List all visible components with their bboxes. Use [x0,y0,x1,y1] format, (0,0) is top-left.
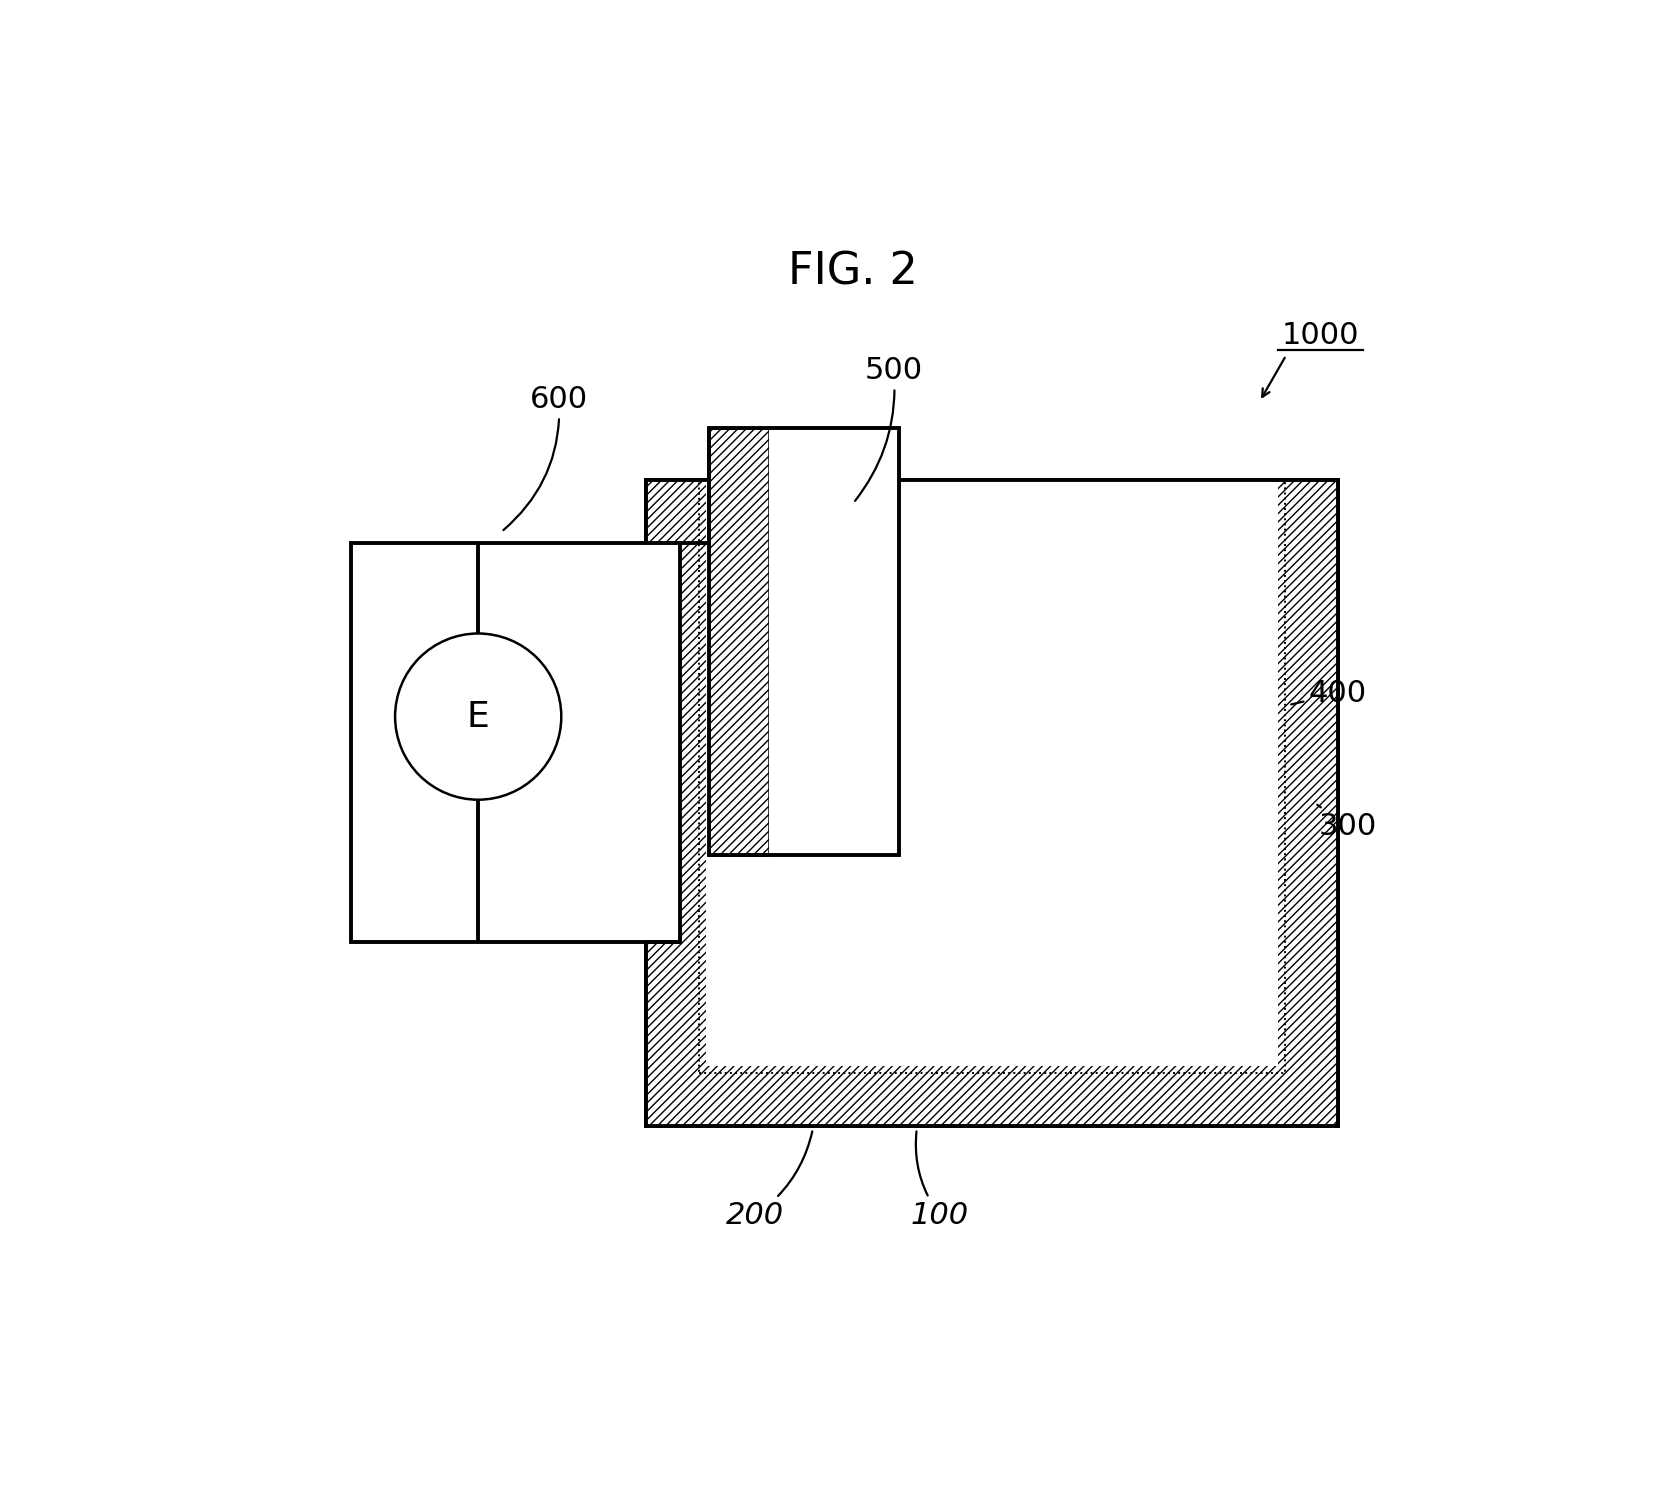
Text: 100: 100 [910,1132,968,1229]
Text: 300: 300 [1316,805,1376,841]
Text: 1000: 1000 [1281,321,1359,351]
Bar [1278,480,1338,1126]
Bar [709,429,769,854]
Bar [646,1066,1338,1126]
Text: 500: 500 [855,355,922,501]
Text: 200: 200 [726,1132,812,1229]
Bar [646,480,1338,1126]
Text: 600: 600 [503,385,587,531]
Text: 400: 400 [1290,679,1366,708]
Bar [769,429,899,854]
Bar [706,480,1278,1066]
Bar [699,480,1285,1073]
Bar [709,429,899,854]
Text: E: E [466,700,489,733]
Bar [646,480,1338,1126]
Text: FIG. 2: FIG. 2 [787,250,919,294]
Bar [351,544,681,941]
Circle shape [394,634,561,799]
Bar [646,480,706,1126]
